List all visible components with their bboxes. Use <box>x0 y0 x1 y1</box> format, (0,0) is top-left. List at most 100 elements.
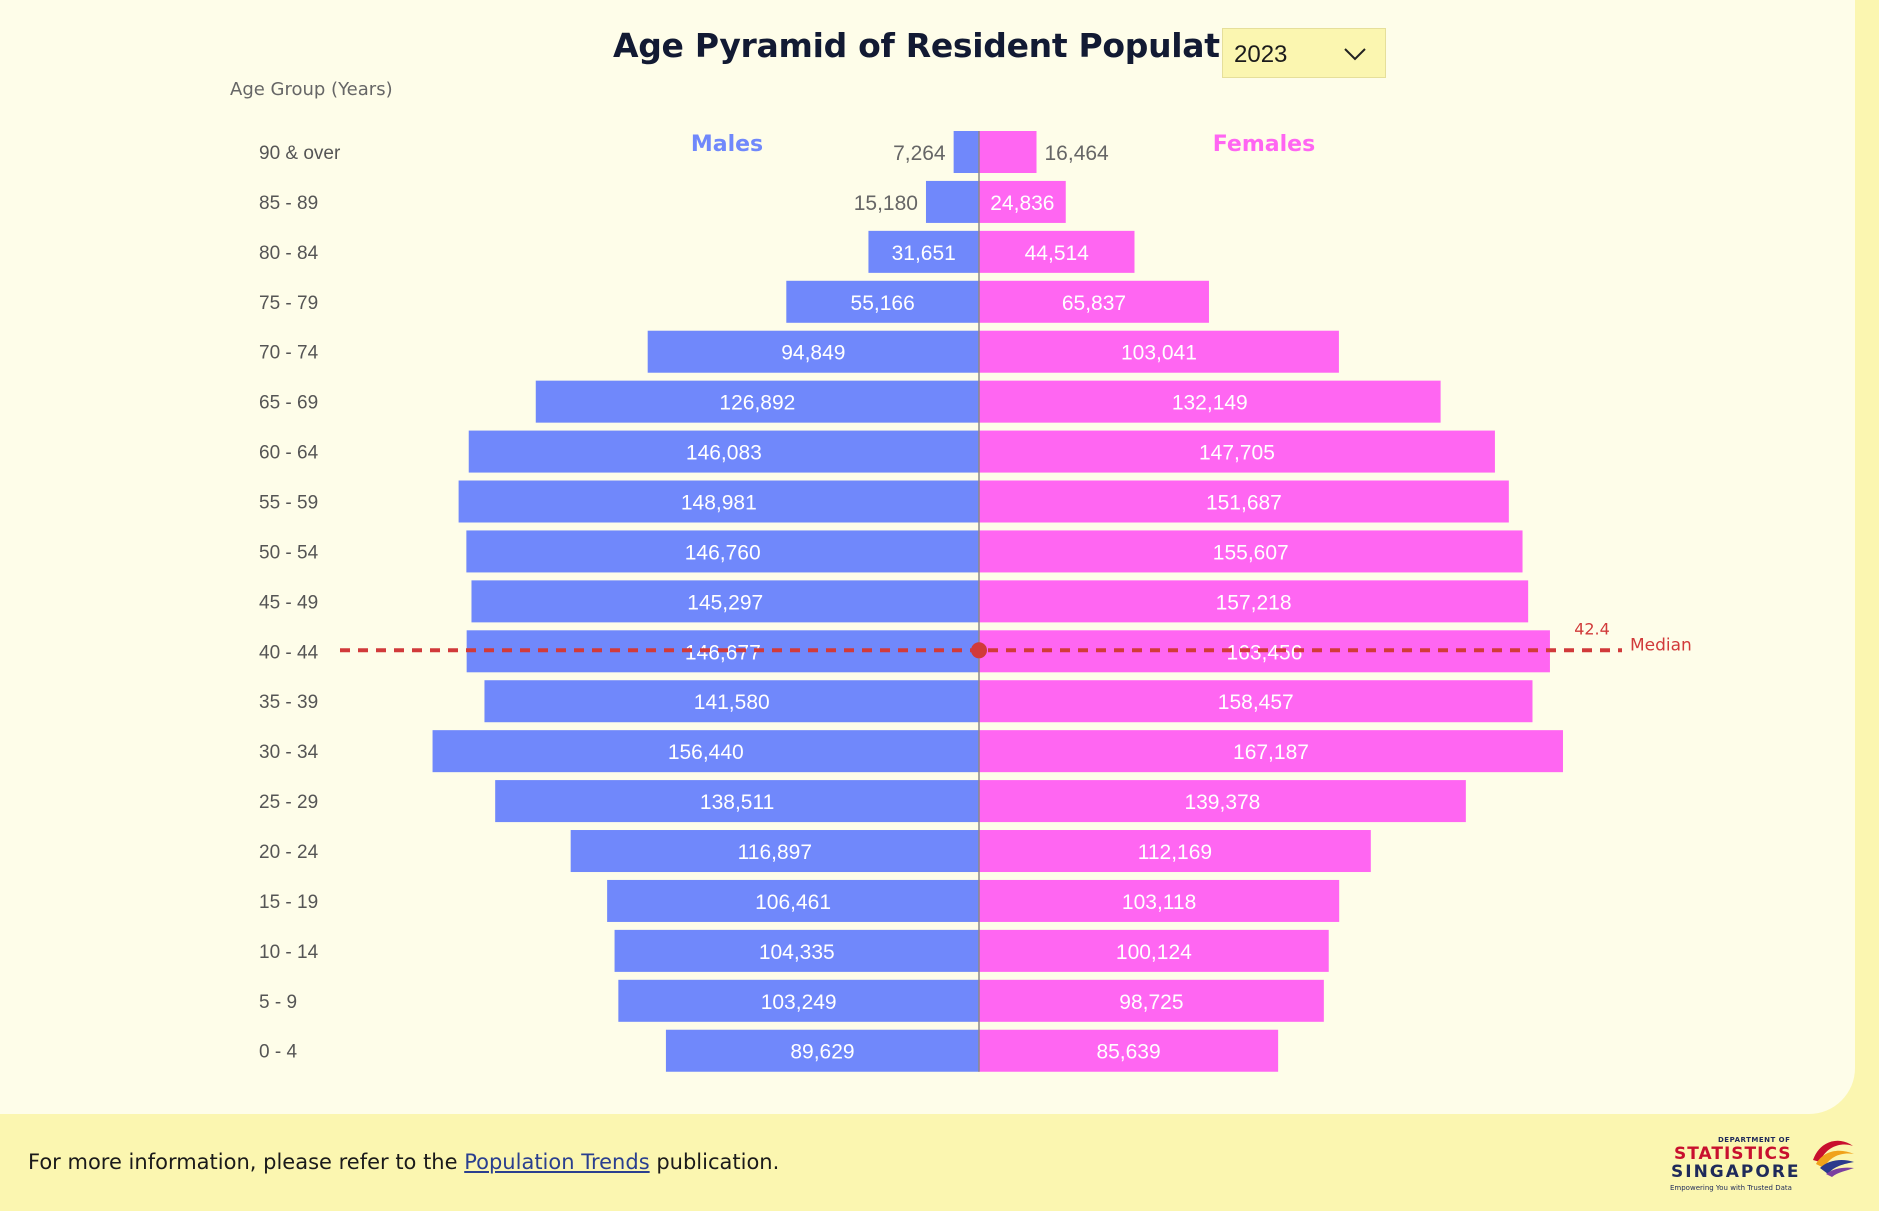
male-value-label: 7,264 <box>893 142 946 165</box>
age-group-label: 80 - 84 <box>259 243 319 264</box>
male-bar <box>458 480 979 523</box>
female-bar <box>979 430 1495 473</box>
age-group-label: 70 - 74 <box>259 343 319 364</box>
male-value-label: 31,651 <box>892 242 956 265</box>
male-bar <box>495 780 979 823</box>
female-bar <box>979 580 1529 623</box>
female-bar <box>979 230 1135 273</box>
age-group-label: 25 - 29 <box>259 792 318 813</box>
age-group-label: 10 - 14 <box>259 942 319 963</box>
age-group-label: 5 - 9 <box>259 992 297 1013</box>
male-bar <box>484 680 979 723</box>
female-value-label: 103,041 <box>1121 342 1197 365</box>
legend-females: Females <box>1213 132 1315 157</box>
female-value-label: 24,836 <box>990 192 1054 215</box>
year-dropdown-value: 2023 <box>1234 41 1288 68</box>
male-bar <box>607 879 979 922</box>
male-bar <box>665 1029 979 1072</box>
female-bar <box>979 780 1466 823</box>
male-value-label: 94,849 <box>781 342 845 365</box>
logo-singapore-text: SINGAPORE <box>1671 1162 1801 1182</box>
female-bar <box>979 929 1329 972</box>
female-bar <box>979 730 1563 773</box>
age-group-label: 0 - 4 <box>259 1042 297 1063</box>
year-dropdown[interactable]: 2023 <box>1222 28 1386 78</box>
female-bar <box>979 330 1339 373</box>
legend-males: Males <box>691 132 763 157</box>
male-value-label: 104,335 <box>759 941 835 964</box>
male-bar <box>618 979 979 1022</box>
male-value-label: 89,629 <box>790 1041 854 1064</box>
female-value-label: 100,124 <box>1116 941 1192 964</box>
male-bar <box>647 330 979 373</box>
female-value-label: 163,456 <box>1227 641 1303 664</box>
female-value-label: 158,457 <box>1218 691 1294 714</box>
age-group-label: 40 - 44 <box>259 642 319 663</box>
female-bar <box>979 879 1340 922</box>
female-bar <box>979 180 1066 223</box>
bars-group <box>432 131 1563 1072</box>
female-value-label: 157,218 <box>1216 591 1292 614</box>
male-value-label: 106,461 <box>755 891 831 914</box>
chevron-down-icon <box>1344 48 1366 61</box>
male-value-label: 145,297 <box>687 591 763 614</box>
female-bar <box>979 530 1523 573</box>
male-bar <box>535 380 979 423</box>
age-group-label: 75 - 79 <box>259 293 318 314</box>
age-group-label: 65 - 69 <box>259 393 318 414</box>
age-group-label: 90 & over <box>259 143 341 164</box>
footer-note: For more information, please refer to th… <box>28 1150 779 1174</box>
male-value-label: 15,180 <box>854 192 918 215</box>
female-value-label: 167,187 <box>1233 741 1309 764</box>
pyramid-chart: 90 & over 7,264 16,464 85 - 89 15,180 24,836 8… <box>259 131 1692 1072</box>
female-value-label: 65,837 <box>1062 292 1126 315</box>
female-bar <box>979 380 1441 423</box>
female-value-label: 85,639 <box>1096 1041 1160 1064</box>
male-bar <box>468 430 979 473</box>
age-group-label: 35 - 39 <box>259 692 318 713</box>
age-group-label: 20 - 24 <box>259 842 319 863</box>
age-group-label: 55 - 59 <box>259 493 318 514</box>
female-value-label: 147,705 <box>1199 442 1275 465</box>
male-value-label: 138,511 <box>700 791 774 814</box>
male-bar <box>432 730 980 773</box>
male-value-label: 146,083 <box>686 442 762 465</box>
logo-statistics-text: STATISTICS <box>1674 1144 1792 1164</box>
age-group-label: 85 - 89 <box>259 193 318 214</box>
male-bar <box>614 929 979 972</box>
male-value-label: 116,897 <box>738 841 812 864</box>
male-bar <box>868 230 979 273</box>
population-trends-link[interactable]: Population Trends <box>464 1150 650 1174</box>
logo-swoosh-icon <box>1813 1140 1854 1177</box>
female-bar <box>979 280 1209 323</box>
age-group-label: 30 - 34 <box>259 742 319 763</box>
age-group-label: 60 - 64 <box>259 443 319 464</box>
age-group-label: 15 - 19 <box>259 892 318 913</box>
female-value-label: 98,725 <box>1119 991 1183 1014</box>
chart-title: Age Pyramid of Resident Population <box>613 26 1277 65</box>
footer-note-suffix: publication. <box>649 1150 780 1174</box>
female-bar <box>979 480 1509 523</box>
male-bar <box>570 830 979 873</box>
median-value-label: 42.4 <box>1574 619 1610 638</box>
female-bar <box>979 680 1533 723</box>
male-value-label: 103,249 <box>761 991 837 1014</box>
male-value-label: 146,760 <box>685 541 761 564</box>
median-marker <box>971 642 987 659</box>
male-bar <box>786 280 979 323</box>
female-bar <box>979 131 1037 173</box>
male-value-label: 55,166 <box>851 292 915 315</box>
male-bar <box>925 180 979 223</box>
male-value-label: 146,677 <box>685 641 761 664</box>
female-value-label: 103,118 <box>1122 891 1196 914</box>
female-value-label: 155,607 <box>1213 541 1289 564</box>
median-label: Median <box>1630 635 1692 655</box>
logo-tagline: Empowering You with Trusted Data <box>1670 1184 1792 1192</box>
labels-group: 90 & over 7,264 16,464 85 - 89 15,180 24,836 8… <box>259 142 1309 1064</box>
male-value-label: 126,892 <box>719 392 795 415</box>
male-bar <box>471 580 979 623</box>
female-bar <box>979 979 1324 1022</box>
male-bar <box>953 131 979 173</box>
female-value-label: 151,687 <box>1206 492 1282 515</box>
female-value-label: 16,464 <box>1045 142 1110 165</box>
